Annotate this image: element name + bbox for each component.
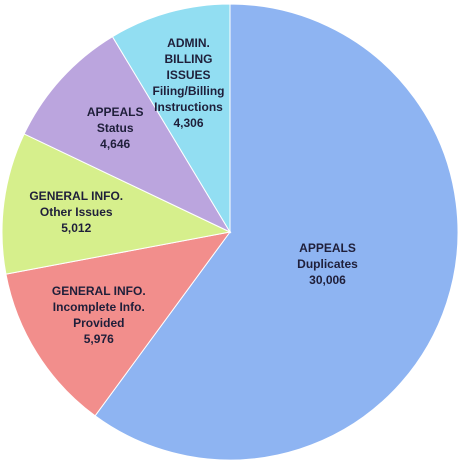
pie-slice [94, 3, 459, 461]
category-label: GENERAL INFO. Other Issues [29, 188, 124, 219]
category-label: APPEALS Status [86, 104, 144, 135]
pie-slice [23, 35, 232, 234]
pie-slice [5, 231, 232, 417]
category-label: GENERAL INFO. Incomplete Info. Provided [51, 283, 146, 330]
slice-label: APPEALS Status 4,646 [87, 104, 144, 152]
pie-slice [111, 3, 231, 234]
value-label: 4,646 [100, 136, 131, 151]
slice-label: ADMIN. BILLING ISSUES Filing/Billing Ins… [153, 35, 225, 131]
value-label: 30,006 [309, 272, 346, 287]
category-label: ADMIN. BILLING ISSUES Filing/Billing Ins… [152, 35, 225, 114]
value-label: 4,306 [173, 115, 204, 130]
pie-slice [1, 133, 232, 275]
category-label: APPEALS Duplicates [297, 240, 358, 271]
slice-label: GENERAL INFO. Incomplete Info. Provided 5… [52, 283, 146, 347]
slice-label: APPEALS Duplicates 30,006 [297, 240, 358, 288]
value-label: 5,012 [61, 220, 92, 235]
value-label: 5,976 [83, 331, 114, 346]
slice-label: GENERAL INFO. Other Issues 5,012 [29, 188, 123, 236]
